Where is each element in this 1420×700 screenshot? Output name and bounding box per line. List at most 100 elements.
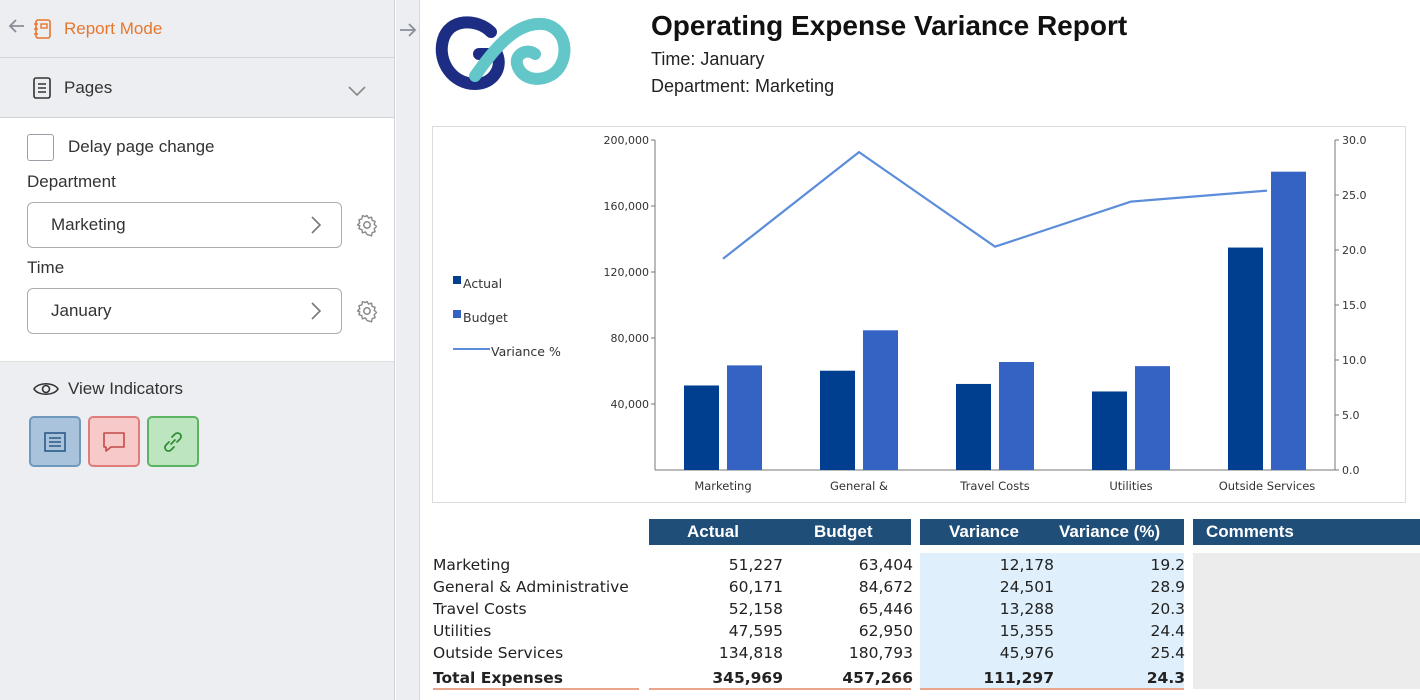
- y-left-tick-label: 80,000: [611, 332, 650, 345]
- y-right-tick-label: 30.0: [1342, 134, 1367, 147]
- notes-indicator-button[interactable]: [29, 416, 81, 467]
- bar-actual: [1228, 247, 1263, 470]
- total-variance: 111,297: [983, 669, 1054, 687]
- report-time: Time: January: [651, 49, 765, 69]
- department-label: Department: [27, 172, 116, 191]
- total-name: Total Expenses: [433, 669, 563, 687]
- total-row: Total Expenses 345,969 457,266 111,297 2…: [433, 669, 1193, 691]
- report-mode-label[interactable]: Report Mode: [64, 18, 163, 38]
- pages-icon: [32, 76, 52, 99]
- row-actual: 51,227: [728, 556, 783, 574]
- report-canvas: Operating Expense Variance Report Time: …: [421, 0, 1420, 700]
- header-actual-budget: Actual Budget: [649, 519, 911, 545]
- eye-icon: [33, 380, 59, 398]
- row-actual: 134,818: [718, 644, 783, 662]
- total-underline: [649, 688, 911, 690]
- sidebar-header: Report Mode: [0, 0, 394, 58]
- bar-budget: [999, 362, 1034, 470]
- back-arrow-icon[interactable]: [8, 17, 28, 41]
- chevron-right-icon: [311, 216, 322, 234]
- chevron-down-icon[interactable]: [348, 83, 366, 96]
- row-variance: 45,976: [999, 644, 1054, 662]
- row-actual: 47,595: [728, 622, 783, 640]
- document-list-icon: [44, 431, 66, 452]
- header-variance-group: Variance Variance (%): [920, 519, 1184, 545]
- panel-collapse-strip[interactable]: [396, 0, 420, 700]
- gear-icon[interactable]: [355, 299, 379, 323]
- row-name: Travel Costs: [433, 600, 527, 618]
- y-left-tick-label: 120,000: [604, 266, 650, 279]
- row-budget: 65,446: [858, 600, 913, 618]
- y-left-tick-label: 200,000: [604, 134, 650, 147]
- legend-label-variance: Variance %: [491, 344, 561, 359]
- bar-actual: [1092, 391, 1127, 470]
- chart-svg: 40,000 80,000 120,000 160,000 200,000 0.0 5.0 1…: [453, 134, 1367, 493]
- total-underline: [920, 688, 1184, 690]
- company-logo: [435, 16, 571, 91]
- row-variance: 15,355: [999, 622, 1054, 640]
- bar-actual: [820, 370, 855, 470]
- pages-section-toggle[interactable]: Pages: [0, 58, 394, 118]
- comments-indicator-button[interactable]: [88, 416, 140, 467]
- gear-icon[interactable]: [355, 213, 379, 237]
- row-name: Marketing: [433, 556, 511, 574]
- total-budget: 457,266: [842, 669, 913, 687]
- row-name: General & Administrative: [433, 578, 629, 596]
- time-select[interactable]: January: [27, 288, 342, 334]
- header-variance-pct: Variance (%): [1059, 522, 1161, 541]
- bar-budget: [727, 365, 762, 470]
- row-variance-pct: 19.2: [1150, 556, 1185, 574]
- x-tick-label: Travel Costs: [959, 479, 1029, 493]
- row-variance: 24,501: [999, 578, 1054, 596]
- row-variance-pct: 25.4: [1150, 644, 1185, 662]
- row-name: Utilities: [433, 622, 492, 640]
- time-label: Time: [27, 258, 65, 277]
- table-row: General & Administrative 60,171 84,672 2…: [433, 578, 1193, 600]
- header-comments: Comments: [1206, 522, 1294, 541]
- x-tick-label: Marketing: [694, 479, 751, 493]
- row-variance: 12,178: [999, 556, 1054, 574]
- report-department: Department: Marketing: [651, 76, 835, 96]
- comment-icon: [103, 431, 125, 452]
- view-indicators-label: View Indicators: [68, 379, 183, 398]
- time-value: January: [51, 301, 112, 320]
- total-actual: 345,969: [712, 669, 783, 687]
- legend-swatch-actual: [453, 276, 461, 284]
- row-name: Outside Services: [433, 644, 564, 662]
- report-title: Operating Expense Variance Report: [651, 10, 1128, 41]
- forward-arrow-icon[interactable]: [398, 20, 418, 40]
- y-right-tick-label: 15.0: [1342, 299, 1367, 312]
- department-select[interactable]: Marketing: [27, 202, 342, 248]
- comments-cell[interactable]: [1193, 553, 1420, 689]
- row-budget: 84,672: [858, 578, 913, 596]
- variance-column-background: [920, 553, 1184, 689]
- bar-actual: [956, 383, 991, 470]
- row-actual: 52,158: [728, 600, 783, 618]
- links-indicator-button[interactable]: [147, 416, 199, 467]
- header-actual: Actual: [687, 522, 739, 541]
- y-left-tick-label: 160,000: [604, 200, 650, 213]
- sidebar: Report Mode Pages Delay page change Depa…: [0, 0, 395, 700]
- total-variance-pct: 24.3: [1146, 669, 1185, 687]
- y-right-tick-label: 25.0: [1342, 189, 1367, 202]
- delay-page-change-checkbox[interactable]: [27, 133, 54, 161]
- legend-label-actual: Actual: [463, 276, 502, 291]
- bar-actual: [684, 385, 719, 470]
- row-budget: 63,404: [858, 556, 913, 574]
- header-budget: Budget: [814, 522, 873, 541]
- table-row: Outside Services 134,818 180,793 45,976 …: [433, 644, 1193, 666]
- variance-chart: 40,000 80,000 120,000 160,000 200,000 0.0 5.0 1…: [432, 126, 1406, 503]
- delay-page-change-label: Delay page change: [68, 137, 215, 156]
- table-row: Utilities 47,595 62,950 15,355 24.4: [433, 622, 1193, 644]
- total-underline: [433, 688, 639, 690]
- y-right-tick-label: 20.0: [1342, 244, 1367, 257]
- time-row: January: [27, 288, 394, 334]
- legend-swatch-budget: [453, 310, 461, 318]
- variance-pct-line: [722, 150, 1268, 260]
- view-indicators-toggle[interactable]: View Indicators: [33, 376, 394, 402]
- bar-budget: [863, 330, 898, 470]
- table-row: Travel Costs 52,158 65,446 13,288 20.3: [433, 600, 1193, 622]
- x-tick-label: General &: [830, 479, 888, 493]
- row-variance-pct: 20.3: [1150, 600, 1185, 618]
- legend-label-budget: Budget: [463, 310, 508, 325]
